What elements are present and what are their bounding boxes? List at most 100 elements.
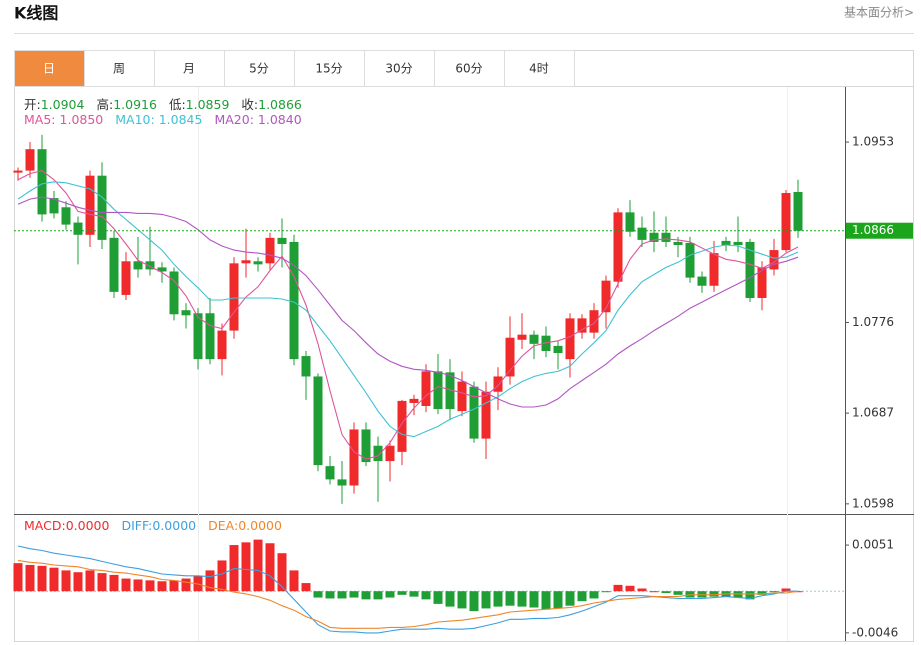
- macd-bar: [757, 591, 767, 595]
- macd-line: [17, 545, 798, 634]
- tab-bar: 日 周 月 5分 15分 30分 60分 4时: [14, 50, 575, 87]
- legend-value: 0.0000: [152, 518, 197, 533]
- macd-bar: [505, 591, 515, 606]
- macd-bar: [469, 591, 479, 612]
- candle-body: [133, 261, 143, 270]
- candle-body: [13, 170, 23, 173]
- macd-bar: [577, 591, 587, 602]
- candle-body: [289, 241, 299, 360]
- y-tick-label: -0.0046: [852, 625, 898, 639]
- macd-bar: [553, 591, 563, 609]
- legend-name: DIFF:: [121, 518, 153, 533]
- candle-body: [721, 240, 731, 245]
- macd-bar: [781, 588, 791, 592]
- macd-bar: [769, 591, 779, 593]
- tab-label[interactable]: 60分: [455, 62, 482, 76]
- macd-bar: [361, 591, 371, 600]
- macd-bar: [85, 570, 95, 592]
- tab-label[interactable]: 30分: [385, 62, 412, 76]
- tab-label[interactable]: 4时: [529, 62, 549, 76]
- macd-bar: [265, 543, 275, 592]
- macd-bar: [73, 572, 83, 592]
- macd-bar: [289, 570, 299, 592]
- candle-body: [121, 261, 131, 295]
- candle-body: [421, 371, 431, 407]
- ma-legend: MA5: 1.0850 MA10: 1.0845 MA20: 1.0840: [24, 112, 314, 127]
- macd-bar: [205, 570, 215, 592]
- macd-bar: [337, 591, 347, 599]
- candle-body: [253, 261, 263, 265]
- candle-body: [49, 198, 59, 214]
- ma-line: [17, 196, 799, 408]
- candle-body: [565, 318, 575, 360]
- candle-body: [661, 232, 671, 242]
- candle-body: [673, 241, 683, 245]
- macd-bar: [397, 591, 407, 595]
- candle-body: [481, 391, 491, 439]
- macd-bar: [13, 563, 23, 592]
- candle-body: [325, 466, 335, 480]
- tab[interactable]: [154, 50, 225, 87]
- legend-name: MA20:: [214, 112, 254, 127]
- candle-body: [625, 212, 635, 232]
- candle-body: [409, 398, 419, 403]
- fundamental-link[interactable]: 基本面分析>: [844, 6, 914, 20]
- macd-bar: [409, 591, 419, 597]
- ma-line: [17, 170, 799, 460]
- macd-bar: [169, 580, 179, 592]
- last-price-box: [846, 222, 913, 239]
- macd-bar: [541, 591, 551, 610]
- y-tick-label: 1.0687: [852, 406, 894, 420]
- candle-body: [337, 479, 347, 486]
- legend-value: 0.0000: [65, 518, 110, 533]
- candle-body: [277, 237, 287, 244]
- tab[interactable]: [14, 50, 85, 87]
- ohlc-info: 开:1.0904 高:1.0916 低:1.0859 收:1.0866: [24, 94, 314, 113]
- macd-bar: [745, 591, 755, 600]
- tab-label[interactable]: 日: [43, 62, 55, 76]
- tab[interactable]: [224, 50, 295, 87]
- y-tick-label: 1.0598: [852, 496, 894, 510]
- candle-body: [757, 267, 767, 298]
- candle-body: [109, 237, 119, 292]
- candle-body: [97, 175, 107, 240]
- tab[interactable]: [294, 50, 365, 87]
- candle-body: [793, 191, 803, 231]
- tab[interactable]: [504, 50, 575, 87]
- page-title: K线图: [14, 4, 58, 23]
- legend-name: MA10:: [115, 112, 155, 127]
- tab-label[interactable]: 月: [183, 62, 195, 76]
- info-value: 1.0916: [113, 97, 157, 112]
- tab-label[interactable]: 5分: [249, 62, 269, 76]
- macd-bar: [373, 591, 383, 600]
- macd-bar: [637, 588, 647, 592]
- macd-bar: [481, 591, 491, 609]
- legend-value: 0.0000: [238, 518, 282, 533]
- tab[interactable]: [364, 50, 435, 87]
- legend-name: MACD:: [24, 518, 66, 533]
- candle-body: [181, 310, 191, 316]
- candle-body: [265, 237, 275, 264]
- legend-value: 1.0850: [59, 112, 104, 127]
- tab-label[interactable]: 周: [113, 62, 125, 76]
- macd-bar: [181, 578, 191, 592]
- tab[interactable]: [434, 50, 505, 87]
- candle-body: [193, 313, 203, 360]
- candle-body: [445, 372, 455, 410]
- y-tick-label: 1.0953: [852, 135, 894, 149]
- macd-bar: [565, 591, 575, 606]
- info-label: 收:: [241, 97, 259, 112]
- candle-body: [61, 207, 71, 225]
- macd-bar: [589, 591, 599, 599]
- macd-bar: [601, 591, 611, 593]
- plot: 1.0953 1.0776 1.0687 1.0598 1.0866 0.0051 -0.0…: [13, 135, 913, 639]
- macd-bar: [37, 565, 47, 592]
- macd-bar: [625, 585, 635, 592]
- candle-body: [205, 313, 215, 360]
- macd-line: [17, 559, 799, 629]
- macd-bar: [433, 591, 443, 604]
- tab-label[interactable]: 15分: [315, 62, 342, 76]
